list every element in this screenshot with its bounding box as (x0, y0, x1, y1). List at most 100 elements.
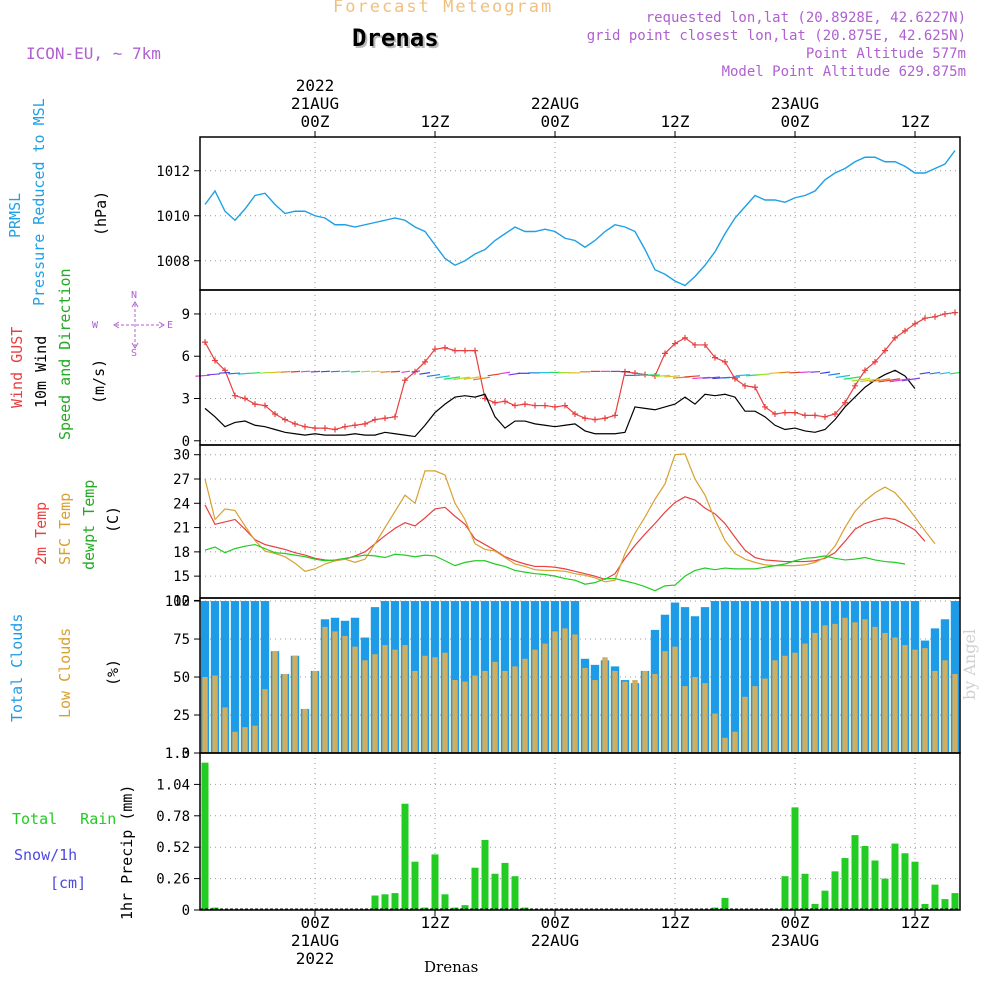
rain-bar (851, 835, 859, 910)
location-title: Drenas (352, 24, 439, 52)
gust-point (832, 411, 838, 417)
y-tick-label: 75 (173, 632, 190, 648)
wind-direction-arrow (901, 377, 921, 382)
rain-bar (841, 858, 849, 910)
wind-direction-arrow (360, 370, 371, 373)
wind-direction-arrow (878, 378, 901, 383)
y-tick-label: 0.52 (156, 840, 190, 856)
wind-direction-arrow (851, 377, 871, 382)
y-tick-label: 25 (173, 708, 190, 724)
prmsl-line (204, 150, 956, 287)
low-cloud-bar (272, 651, 278, 753)
rain-bar (821, 890, 829, 910)
gust-point (752, 384, 758, 391)
low-cloud-bar (792, 652, 798, 753)
low-cloud-bar (652, 673, 658, 753)
rain-bar (511, 876, 519, 910)
wind-direction-arrow (843, 376, 861, 380)
y-tick-label: 1.3 (165, 746, 190, 762)
low-cloud-bar (322, 626, 328, 753)
panel-frame (199, 752, 961, 911)
wind-direction-arrow (453, 376, 471, 381)
y-tick-label: 0 (182, 746, 190, 762)
low-cloud-bar (642, 670, 648, 753)
x-tick-label-bottom: 00Z (781, 913, 810, 932)
gust-point (202, 339, 208, 346)
gust-point (852, 382, 858, 389)
gust-point (322, 425, 328, 432)
total-cloud-bar (730, 601, 740, 753)
low-cloud-bar (232, 731, 238, 753)
gust-point (842, 399, 848, 406)
rain-bar (481, 839, 489, 910)
rain-bar (721, 897, 729, 910)
gust-point (592, 416, 598, 423)
low-cloud-bar (452, 680, 458, 753)
wind-direction-arrow (207, 373, 221, 376)
low-cloud-bar (592, 680, 598, 753)
total-cloud-bar (700, 607, 710, 753)
rain-bar (471, 867, 479, 910)
wind-direction-arrow (800, 371, 811, 374)
rain-bar (931, 884, 939, 910)
panel-frame (199, 289, 961, 446)
wind-direction-arrow (310, 370, 321, 373)
rain-bar (381, 894, 389, 910)
gust-point (422, 358, 428, 365)
low-cloud-bar (912, 649, 918, 753)
x-tick-label-bottom: 00Z (301, 913, 330, 932)
y-tick-label: 1008 (156, 254, 190, 270)
wind-direction-arrow (889, 378, 911, 383)
snow-unit-label: [cm] (50, 874, 87, 892)
x-tick-label-top: 00Z (301, 112, 330, 131)
wind-direction-arrow (300, 370, 311, 373)
gust-point (722, 358, 728, 365)
x-tick-label-bottom: 12Z (901, 913, 930, 932)
wind-direction-arrow (443, 376, 461, 380)
gust-point (762, 403, 768, 410)
rain-bar (391, 893, 399, 910)
low-cloud-bar (802, 643, 808, 753)
gust-point (272, 411, 278, 417)
low-cloud-bar (312, 670, 318, 753)
gust-point (232, 392, 238, 399)
gust-point (262, 402, 268, 409)
low-cloud-bar (602, 657, 608, 753)
gust-point (472, 347, 478, 354)
gust-point (252, 401, 258, 408)
wind-direction-arrow (779, 371, 791, 374)
low-cloud-bar (952, 673, 958, 753)
gust-point (342, 423, 348, 430)
gust-point (282, 416, 288, 423)
low-cloud-bar (462, 681, 468, 753)
y-tick-label: 21 (173, 521, 190, 537)
dewpt-line (204, 543, 906, 592)
rain-bar (871, 860, 879, 910)
low-cloud-bar (872, 626, 878, 753)
low-cloud-bar (202, 677, 208, 753)
low-cloud-bar (942, 660, 948, 753)
x-tick-label-bottom: 21AUG (291, 931, 339, 950)
total-cloud-bar (680, 607, 690, 753)
footer-location: Drenas (424, 958, 479, 976)
wind-direction-arrow (380, 370, 391, 373)
low-cloud-bar (262, 689, 268, 753)
rain-bar (861, 845, 869, 910)
wind-direction-arrow (280, 370, 291, 373)
y-tick-label: 100 (165, 594, 190, 610)
gust-point (462, 347, 468, 354)
wind-direction-arrow (487, 373, 501, 377)
gust-point (442, 344, 448, 351)
x-tick-label-top: 21AUG (291, 94, 339, 113)
y-tick-label: 50 (173, 670, 190, 686)
rain-bar (901, 853, 909, 910)
grid-point-coords: grid point closest lon,lat (20.875E, 42.… (586, 28, 966, 44)
wind-direction-arrow (401, 370, 411, 374)
wind-direction-arrow (654, 374, 671, 378)
gust-point (702, 341, 708, 348)
model-label: ICON-EU, ~ 7km (26, 44, 161, 63)
total-rain-text: Total Rain (12, 810, 117, 828)
gust-point (612, 412, 618, 419)
rain-bar (911, 861, 919, 910)
low-cloud-bar (342, 635, 348, 753)
